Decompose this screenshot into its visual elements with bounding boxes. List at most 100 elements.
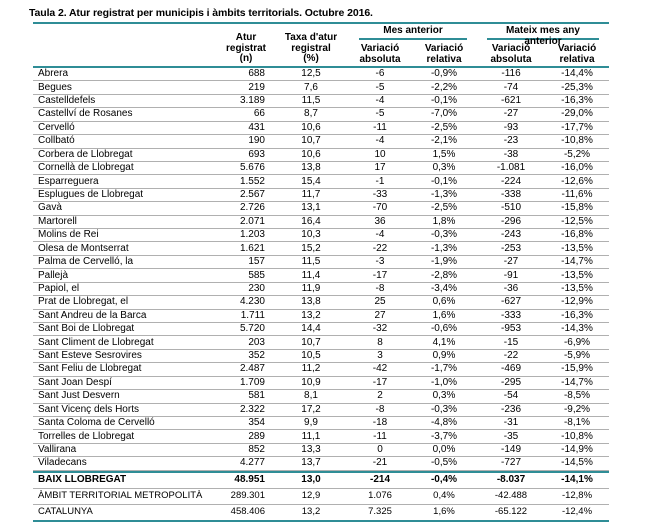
table-row: Cervelló 431 10,6 -11 -2,5% -93 -17,7% [33, 121, 609, 136]
value-cell: 9,9 [304, 417, 318, 429]
value-cell: 0 [377, 444, 383, 456]
value-cell: 10,7 [301, 135, 321, 147]
page-title: Taula 2. Atur registrat per municipis i … [29, 7, 373, 19]
value-cell: 157 [248, 256, 265, 268]
table-row: Prat de Llobregat, el 4.230 13,8 25 0,6% -627… [33, 296, 609, 310]
value-cell: 48.951 [234, 474, 265, 486]
value-cell: 5.676 [239, 162, 265, 174]
municipality-name-cell: Begues [38, 81, 72, 93]
value-cell: 289.301 [230, 490, 265, 502]
value-cell: -9,2% [563, 403, 591, 415]
municipality-name-cell: Sant Esteve Sesrovires [38, 350, 142, 362]
table-row: Begues 219 7,6 -5 -2,2% -74 -25,3% [33, 81, 609, 95]
column-header-atur-registrat: Atur registrat (n) [225, 32, 266, 64]
value-cell: 10,6 [301, 148, 321, 160]
value-cell: 289 [248, 430, 265, 442]
municipality-name-cell: BAIX LLOBREGAT [38, 474, 127, 486]
value-cell: 27 [374, 309, 386, 321]
value-cell: -15 [503, 336, 519, 348]
value-cell: 66 [253, 108, 265, 120]
group-header-mateix-mes-label: Mateix mes any anterior [487, 24, 599, 46]
value-cell: -2,8% [430, 269, 458, 281]
municipality-name-cell: Sant Boi de Llobregat [38, 323, 135, 335]
municipality-name-cell: Abrera [38, 68, 69, 80]
table-row: Collbató 190 10,7 -4 -2,1% -23 -10,8% [33, 135, 609, 149]
table-row: Palma de Cervelló, la 157 11,5 -3 -1,9% -27 -1… [33, 256, 609, 270]
value-cell: 1.203 [239, 229, 265, 241]
value-cell: -2,1% [430, 135, 458, 147]
value-cell: -243 [500, 229, 521, 241]
value-cell: -8 [375, 282, 385, 294]
municipality-name-cell: Pallejà [38, 269, 69, 281]
value-cell: -224 [500, 175, 521, 187]
value-cell: 7,6 [304, 81, 318, 93]
value-cell: -0,1% [430, 95, 458, 107]
value-cell: -14,1% [561, 474, 593, 486]
value-cell: -42.488 [494, 490, 528, 502]
value-cell: -0,9% [430, 68, 458, 80]
municipality-name-cell: Sant Just Desvern [38, 390, 120, 402]
value-cell: -0,6% [430, 323, 458, 335]
municipality-name-cell: Gavà [38, 202, 62, 214]
table-row: Esparreguera 1.552 15,4 -1 -0,1% -224 -12,6% [33, 175, 609, 189]
column-header-variacio-relativa-any: Variació relativa [557, 43, 597, 65]
value-cell: 10,7 [301, 336, 321, 348]
value-cell: 0,6% [432, 296, 456, 308]
value-cell: -23 [503, 135, 519, 147]
value-cell: -8 [375, 403, 385, 415]
value-cell: -91 [503, 269, 519, 281]
municipality-name-cell: CATALUNYA [38, 506, 93, 518]
summary-row-baix-llobregat: BAIX LLOBREGAT 48.951 13,0 -214 -0,4% -8.037 -… [33, 470, 609, 489]
value-cell: -1,0% [430, 376, 458, 388]
value-cell: -38 [503, 148, 519, 160]
value-cell: 230 [248, 282, 265, 294]
table-row: Sant Joan Despí 1.709 10,9 -17 -1,0% -295 -14,… [33, 376, 609, 391]
value-cell: -3,7% [430, 430, 458, 442]
value-cell: 12,5 [301, 68, 321, 80]
value-cell: -2,2% [430, 81, 458, 93]
table-row: Sant Feliu de Llobregat 2.487 11,2 -42 -1,7%… [33, 363, 609, 377]
value-cell: -4 [375, 95, 385, 107]
municipality-name-cell: Castellví de Rosanes [38, 108, 133, 120]
value-cell: -27 [503, 108, 519, 120]
group-header-mateix-mes-any-anterior: Mateix mes any anterior Variació absolut… [477, 24, 609, 66]
group-header-mes-anterior-label: Mes anterior [359, 24, 467, 40]
value-cell: 13,1 [301, 202, 321, 214]
table-row: Sant Andreu de la Barca 1.711 13,2 27 1,6% -3… [33, 309, 609, 324]
summary-row-catalunya: CATALUNYA 458.406 13,2 7.325 1,6% -65.122 -12,… [33, 505, 609, 522]
value-cell: 11,9 [301, 282, 321, 294]
value-cell: 2.322 [239, 403, 265, 415]
value-cell: 11,5 [301, 256, 321, 268]
municipality-name-cell: Esplugues de Llobregat [38, 189, 144, 200]
table-row: Gavà 2.726 13,1 -70 -2,5% -510 -15,8% [33, 202, 609, 216]
value-cell: -11 [373, 121, 387, 133]
value-cell: 1,6% [432, 309, 456, 321]
value-cell: -17,7% [561, 121, 593, 133]
value-cell: 0,4% [433, 490, 455, 502]
column-header-variacio-absoluta-mes: Variació absoluta [359, 43, 401, 65]
municipality-name-cell: Esparreguera [38, 175, 99, 187]
value-cell: -5,9% [563, 350, 591, 362]
value-cell: 10,5 [301, 350, 321, 362]
value-cell: 0,3% [432, 162, 456, 174]
value-cell: -74 [503, 81, 519, 93]
value-cell: 11,2 [301, 363, 321, 375]
municipality-name-cell: Sant Climent de Llobregat [38, 336, 154, 348]
value-cell: 13,0 [301, 474, 321, 486]
value-cell: -1,9% [430, 256, 458, 268]
value-cell: 15,4 [301, 175, 321, 187]
value-cell: -727 [500, 457, 521, 469]
table-row: Sant Vicenç dels Horts 2.322 17,2 -8 -0,3% -2… [33, 404, 609, 417]
value-cell: 2 [377, 390, 383, 402]
unemployment-table: Atur registrat (n) Taxa d'atur registral… [33, 22, 609, 522]
value-cell: -2,5% [430, 121, 458, 133]
value-cell: -21 [372, 457, 388, 469]
value-cell: -15,9% [561, 363, 593, 375]
municipality-name-cell: Cervelló [38, 121, 75, 133]
table-row: Castellví de Rosanes 66 8,7 -5 -7,0% -27 -29,0… [33, 108, 609, 122]
table-row: Sant Esteve Sesrovires 352 10,5 3 0,9% -22 -5,… [33, 350, 609, 364]
value-cell: 2.071 [239, 215, 265, 227]
value-cell: 3.189 [239, 95, 265, 107]
value-cell: -36 [503, 282, 519, 294]
